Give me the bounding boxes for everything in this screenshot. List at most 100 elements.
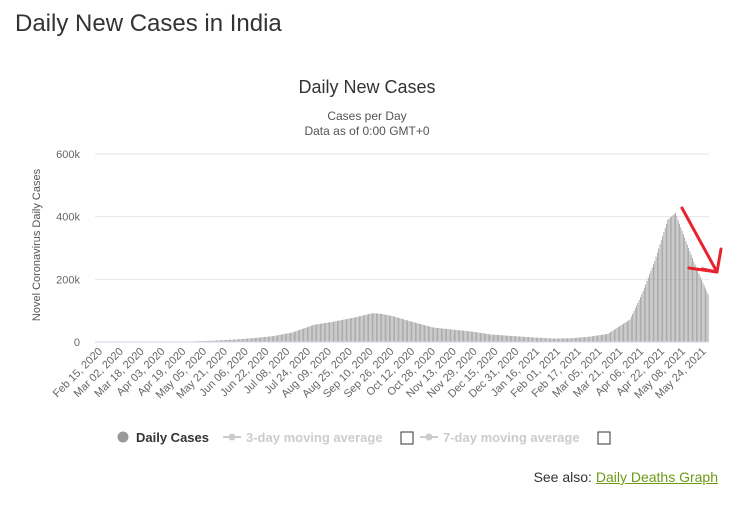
bar [508, 335, 510, 342]
page-title: Daily New Cases in India [15, 10, 282, 37]
bar [503, 335, 505, 342]
bar [386, 314, 388, 342]
bar [641, 294, 643, 342]
bar [284, 333, 286, 342]
bar [500, 335, 502, 342]
bar [584, 337, 585, 342]
bar [616, 327, 618, 342]
bar [698, 273, 700, 342]
bar [342, 319, 343, 342]
bar [301, 328, 303, 342]
bar [348, 318, 350, 342]
bar [653, 264, 654, 342]
bar [415, 322, 416, 342]
bar [693, 261, 695, 342]
bar [209, 340, 211, 342]
bar [552, 338, 554, 342]
bar [310, 325, 312, 342]
line-marker-dot [425, 433, 433, 441]
bar [576, 337, 578, 342]
bar [255, 337, 256, 342]
legend-item-daily-cases[interactable]: Daily Cases [117, 430, 210, 445]
bar [305, 327, 307, 342]
y-tick-label: 400k [56, 212, 80, 224]
bar [476, 332, 477, 342]
bar [690, 254, 692, 342]
bar [649, 274, 650, 342]
chart-subtitle-line-2: Data as of 0:00 GMT+0 [304, 124, 429, 138]
bar [274, 335, 276, 342]
bar [656, 252, 658, 342]
bar [580, 337, 582, 342]
bar [526, 337, 528, 342]
bar [308, 326, 310, 342]
legend-item-3-day-moving-average[interactable]: 3-day moving average [223, 430, 383, 445]
bar [405, 320, 407, 342]
bar [643, 287, 645, 342]
bar [277, 335, 278, 342]
bar [205, 340, 207, 342]
bar [287, 333, 289, 342]
bar [490, 334, 492, 342]
bar [334, 321, 336, 342]
bar [614, 329, 615, 342]
bar [316, 324, 317, 342]
bar [562, 338, 563, 342]
legend-item-7-day-moving-average[interactable]: 7-day moving average [420, 430, 580, 445]
bar [312, 325, 314, 342]
bar [390, 315, 392, 342]
bar [516, 336, 518, 342]
daily-deaths-graph-link[interactable]: Daily Deaths Graph [595, 469, 718, 485]
bar [701, 279, 702, 342]
checkbox-7-day[interactable] [597, 431, 611, 445]
bar [236, 339, 238, 342]
bar [560, 338, 562, 342]
bar [624, 322, 626, 342]
bar [385, 314, 386, 342]
bar [578, 337, 580, 342]
bar [353, 317, 355, 342]
see-also-prefix: See also: [533, 469, 596, 485]
bar [646, 280, 648, 342]
bar [417, 323, 419, 342]
bar [477, 332, 479, 342]
bar [512, 336, 514, 342]
y-tick-label: 200k [56, 274, 80, 286]
bar [434, 327, 436, 342]
bar [668, 218, 670, 342]
bar [606, 334, 608, 342]
bar [460, 330, 462, 342]
bar [598, 335, 600, 342]
bar [335, 321, 337, 342]
bar [361, 315, 363, 342]
bar [659, 244, 661, 342]
bar [615, 328, 617, 342]
bar [375, 313, 377, 342]
bar [364, 315, 366, 342]
bar [369, 313, 371, 342]
bar [530, 337, 532, 342]
bar [694, 264, 696, 342]
bar [667, 219, 669, 342]
bar [549, 338, 550, 342]
bar [695, 267, 697, 342]
bar [257, 337, 259, 342]
bar [610, 332, 611, 342]
bar [671, 216, 673, 342]
bar [502, 335, 503, 342]
bar [279, 334, 281, 342]
bar [314, 324, 316, 342]
bar [403, 319, 405, 342]
bar [681, 230, 683, 342]
bar [222, 340, 224, 342]
checkbox-3-day[interactable] [400, 431, 414, 445]
bar [573, 338, 575, 342]
bar [586, 336, 588, 342]
bar [483, 333, 485, 342]
bar [519, 336, 520, 342]
bar [642, 291, 644, 342]
bar [336, 320, 338, 342]
bar [248, 338, 250, 342]
bar [271, 336, 273, 342]
